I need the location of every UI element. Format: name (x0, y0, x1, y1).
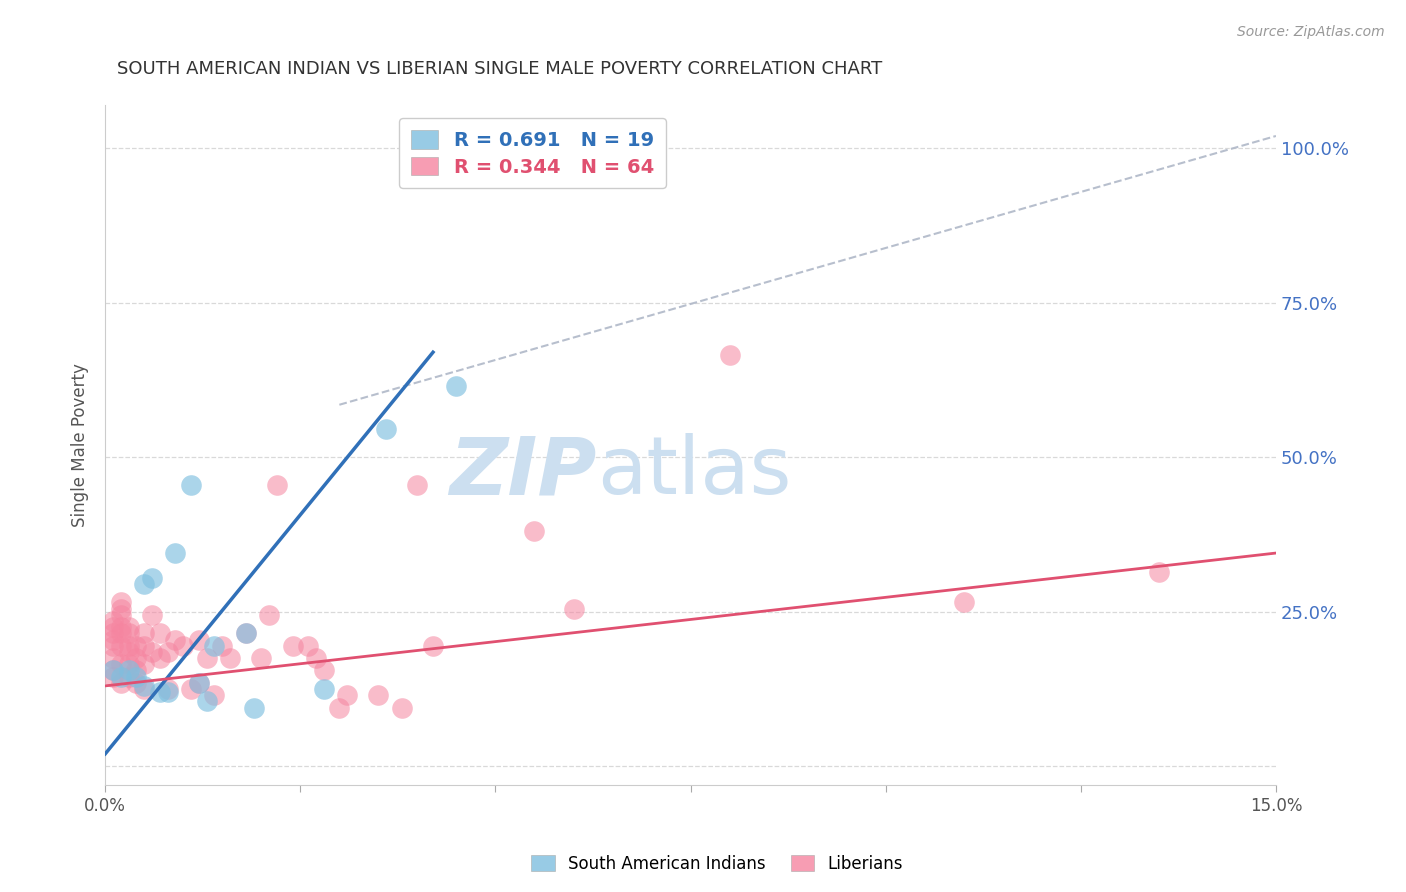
Point (110, 639, 132, 653)
Point (219, 651, 242, 665)
Point (187, 632, 209, 647)
Point (257, 607, 280, 622)
Point (523, 524, 546, 539)
Point (110, 620, 132, 634)
Point (117, 670, 139, 684)
Point (149, 685, 172, 699)
Point (391, 700, 413, 714)
Point (101, 620, 124, 634)
Point (117, 645, 139, 659)
Point (141, 607, 163, 622)
Legend: South American Indians, Liberians: South American Indians, Liberians (524, 848, 910, 880)
Point (422, 639, 444, 653)
Point (718, 348, 741, 362)
Point (110, 626, 132, 640)
Point (446, 379, 468, 393)
Point (134, 639, 156, 653)
Point (149, 626, 172, 640)
Point (165, 546, 187, 560)
Point (110, 675, 132, 690)
Point (101, 651, 124, 665)
Point (110, 657, 132, 672)
Point (125, 639, 148, 653)
Point (117, 664, 139, 678)
Point (117, 620, 139, 634)
Legend: R = 0.691   N = 19, R = 0.344   N = 64: R = 0.691 N = 19, R = 0.344 N = 64 (399, 119, 665, 188)
Point (312, 664, 335, 678)
Point (952, 595, 974, 609)
Point (165, 632, 187, 647)
Point (101, 664, 124, 678)
Point (134, 626, 156, 640)
Point (156, 685, 179, 699)
Point (134, 577, 156, 591)
Point (125, 675, 148, 690)
Point (125, 651, 148, 665)
Point (125, 664, 148, 678)
Point (250, 651, 273, 665)
Point (134, 657, 156, 672)
Point (101, 614, 124, 628)
Point (110, 601, 132, 615)
Point (101, 670, 124, 684)
Point (242, 700, 264, 714)
Point (110, 670, 132, 684)
Point (101, 639, 124, 653)
Point (328, 700, 350, 714)
Point (204, 639, 226, 653)
Point (375, 422, 398, 436)
Point (180, 681, 202, 696)
Point (156, 645, 179, 659)
Point (117, 639, 139, 653)
Point (117, 657, 139, 672)
Point (156, 681, 179, 696)
Point (110, 607, 132, 622)
Point (235, 626, 257, 640)
Point (312, 681, 335, 696)
Text: atlas: atlas (598, 434, 792, 511)
Point (266, 478, 288, 492)
Point (101, 664, 124, 678)
Point (204, 688, 226, 702)
Point (1147, 565, 1170, 579)
Point (134, 679, 156, 693)
Point (367, 688, 389, 702)
Text: ZIP: ZIP (450, 434, 598, 511)
Y-axis label: Single Male Poverty: Single Male Poverty (72, 363, 89, 527)
Point (110, 595, 132, 609)
Point (141, 645, 163, 659)
Point (297, 639, 319, 653)
Point (281, 639, 304, 653)
Point (195, 694, 218, 708)
Point (235, 626, 257, 640)
Point (305, 651, 328, 665)
Point (101, 632, 124, 647)
Text: SOUTH AMERICAN INDIAN VS LIBERIAN SINGLE MALE POVERTY CORRELATION CHART: SOUTH AMERICAN INDIAN VS LIBERIAN SINGLE… (117, 60, 882, 78)
Point (180, 478, 202, 492)
Point (125, 670, 148, 684)
Point (211, 639, 233, 653)
Text: Source: ZipAtlas.com: Source: ZipAtlas.com (1237, 25, 1385, 39)
Point (141, 571, 163, 585)
Point (101, 626, 124, 640)
Point (406, 478, 429, 492)
Point (117, 626, 139, 640)
Point (149, 651, 172, 665)
Point (134, 681, 156, 696)
Point (187, 675, 209, 690)
Point (336, 688, 359, 702)
Point (187, 675, 209, 690)
Point (562, 601, 585, 615)
Point (195, 651, 218, 665)
Point (172, 639, 194, 653)
